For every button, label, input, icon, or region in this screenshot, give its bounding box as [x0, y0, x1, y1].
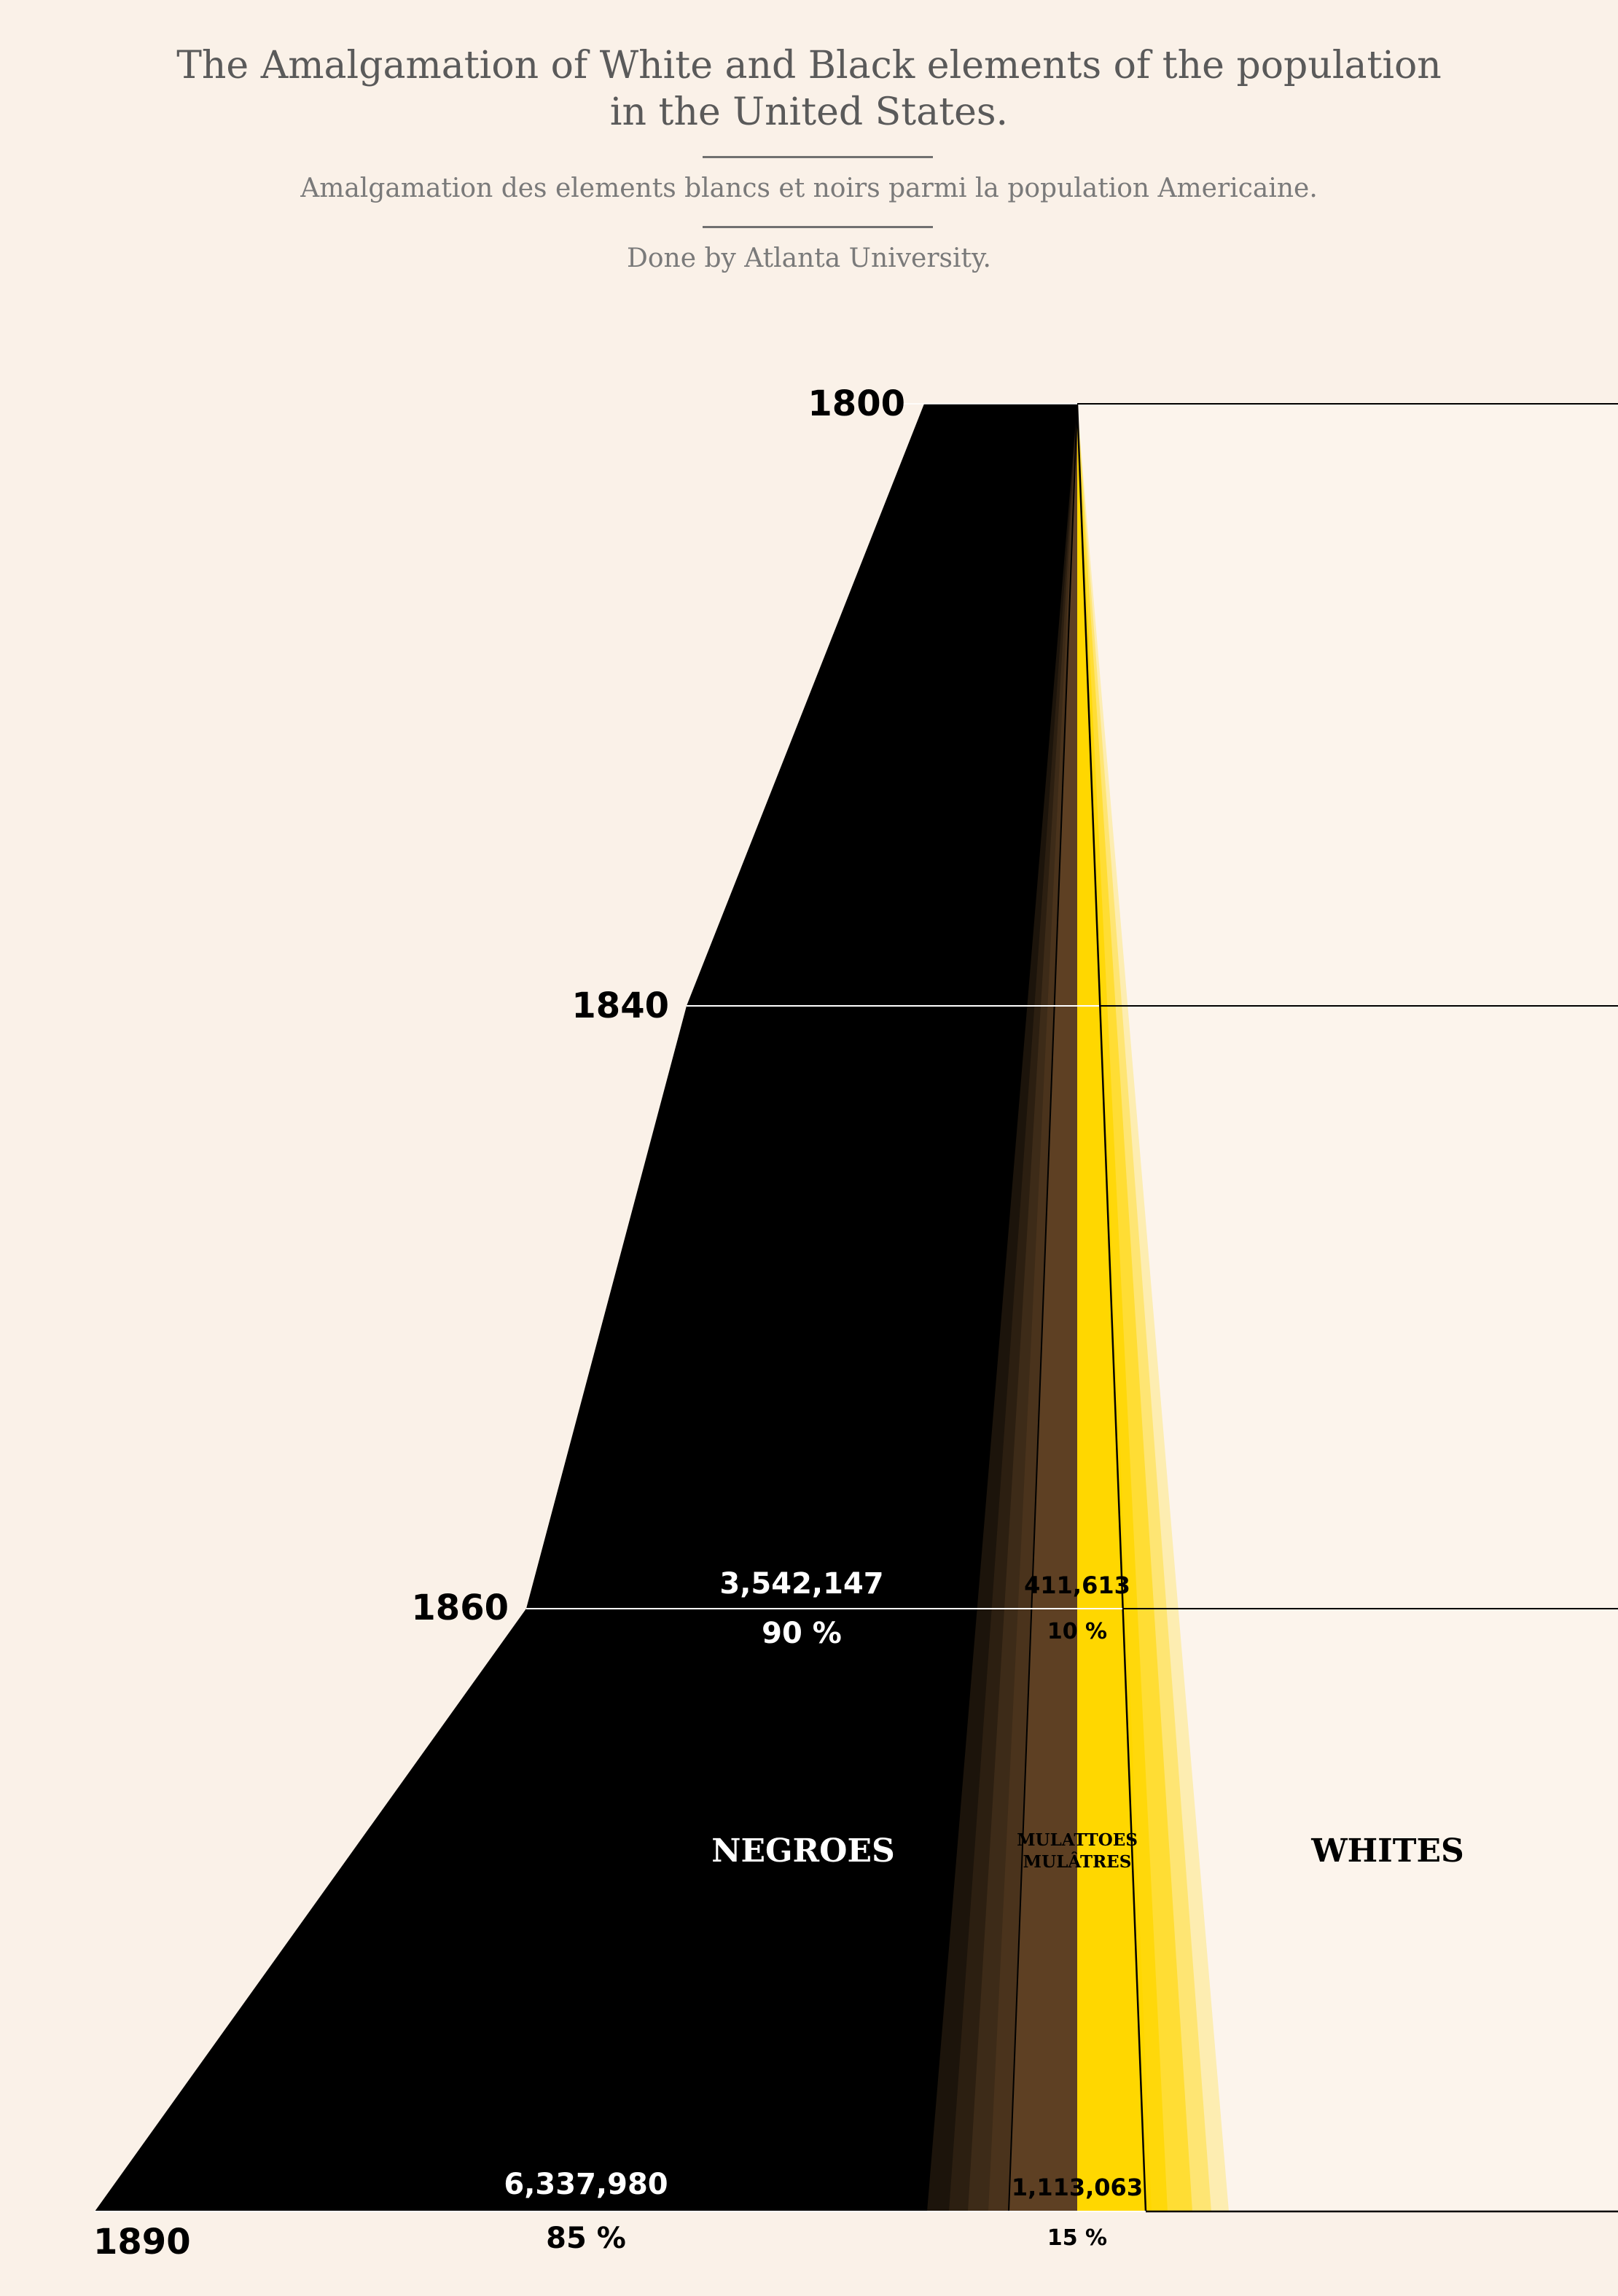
subtitle-divider — [703, 226, 933, 228]
series-label-whites: WHITES — [1310, 1832, 1464, 1870]
data-label-mulattoes-1860-count: 411,613 — [1024, 1571, 1130, 1599]
chart-title: The Amalgamation of White and Black elem… — [0, 42, 1618, 136]
data-label-mulattoes-1890-percent: 15 % — [1047, 2225, 1107, 2251]
data-label-negroes-1890-percent: 85 % — [546, 2222, 626, 2255]
negroes-area — [95, 404, 1077, 2211]
year-label-1860: 1860 — [411, 1588, 509, 1628]
title-line-2: in the United States. — [609, 90, 1009, 134]
whites-wedge — [1077, 404, 1152, 2211]
title-divider — [703, 156, 933, 158]
whites-area — [1077, 404, 1618, 2211]
data-label-negroes-1860-percent: 90 % — [762, 1617, 842, 1650]
data-label-negroes-1890-count: 6,337,980 — [504, 2168, 668, 2201]
year-label-1890: 1890 — [93, 2222, 191, 2262]
chart-credit: Done by Atlanta University. — [626, 243, 991, 273]
data-label-mulattoes-1860-percent: 10 % — [1047, 1619, 1107, 1644]
data-label-negroes-1860-count: 3,542,147 — [719, 1567, 883, 1601]
title-line-1: The Amalgamation of White and Black elem… — [176, 44, 1442, 87]
series-label-mulattoes-line1: MULATTOES — [1017, 1830, 1138, 1850]
year-label-1800: 1800 — [808, 383, 905, 424]
data-label-mulattoes-1890-count: 1,113,063 — [1012, 2174, 1143, 2201]
chart-subtitle: Amalgamation des elements blancs et noir… — [300, 173, 1318, 203]
whites-boundary-line — [1076, 403, 1147, 2212]
series-label-negroes: NEGROES — [711, 1832, 895, 1870]
series-label-mulattoes-line2: MULÂTRES — [1023, 1852, 1132, 1872]
year-label-1840: 1840 — [571, 985, 669, 1026]
mulattoes-boundary-line — [1008, 403, 1078, 2212]
